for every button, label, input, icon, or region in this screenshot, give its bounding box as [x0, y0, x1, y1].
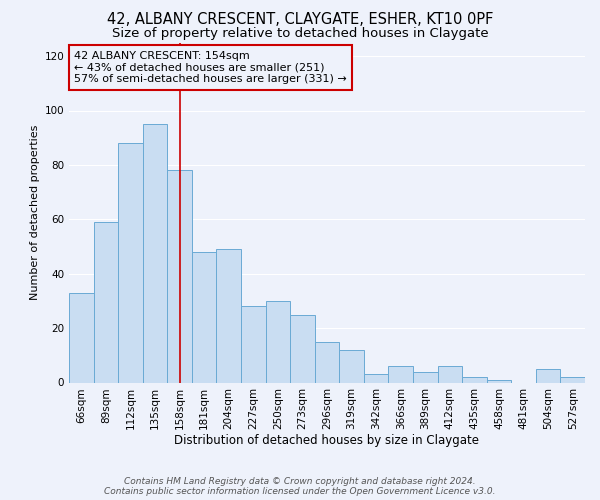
Bar — [192, 252, 217, 382]
Bar — [462, 377, 487, 382]
Bar — [388, 366, 413, 382]
Bar — [437, 366, 462, 382]
Bar — [487, 380, 511, 382]
Bar — [143, 124, 167, 382]
Bar — [339, 350, 364, 382]
Bar — [290, 314, 315, 382]
Bar — [560, 377, 585, 382]
Text: 42 ALBANY CRESCENT: 154sqm
← 43% of detached houses are smaller (251)
57% of sem: 42 ALBANY CRESCENT: 154sqm ← 43% of deta… — [74, 51, 347, 84]
Bar — [217, 249, 241, 382]
Bar — [315, 342, 339, 382]
Text: 42, ALBANY CRESCENT, CLAYGATE, ESHER, KT10 0PF: 42, ALBANY CRESCENT, CLAYGATE, ESHER, KT… — [107, 12, 493, 28]
Bar — [69, 292, 94, 382]
Y-axis label: Number of detached properties: Number of detached properties — [30, 125, 40, 300]
Text: Size of property relative to detached houses in Claygate: Size of property relative to detached ho… — [112, 28, 488, 40]
Bar — [241, 306, 266, 382]
Bar — [167, 170, 192, 382]
X-axis label: Distribution of detached houses by size in Claygate: Distribution of detached houses by size … — [175, 434, 479, 446]
Bar — [118, 143, 143, 382]
Bar — [413, 372, 437, 382]
Text: Contains HM Land Registry data © Crown copyright and database right 2024.
Contai: Contains HM Land Registry data © Crown c… — [104, 476, 496, 496]
Bar — [536, 369, 560, 382]
Bar — [266, 301, 290, 382]
Bar — [364, 374, 388, 382]
Bar — [94, 222, 118, 382]
